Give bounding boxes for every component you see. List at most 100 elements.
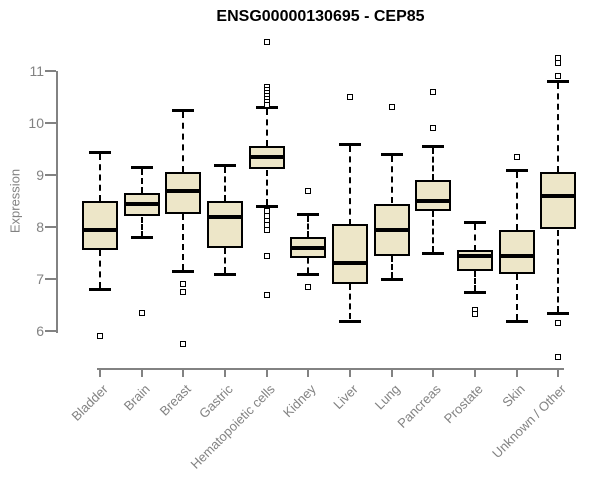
outlier-point bbox=[305, 188, 311, 194]
outlier-point bbox=[430, 125, 436, 131]
lower-whisker bbox=[141, 217, 143, 237]
median-line bbox=[207, 215, 243, 219]
lower-whisker-cap bbox=[89, 288, 111, 291]
iqr-box bbox=[332, 224, 368, 284]
outlier-point bbox=[264, 102, 270, 108]
upper-whisker-cap bbox=[131, 166, 153, 169]
upper-whisker-cap bbox=[339, 143, 361, 146]
outlier-point bbox=[430, 89, 436, 95]
outlier-point bbox=[389, 104, 395, 110]
y-axis-line bbox=[56, 71, 58, 333]
upper-whisker bbox=[266, 109, 268, 146]
median-line bbox=[499, 254, 535, 258]
iqr-box bbox=[82, 201, 118, 250]
upper-whisker-cap bbox=[547, 80, 569, 83]
upper-whisker-cap bbox=[214, 164, 236, 167]
x-tick bbox=[99, 368, 101, 377]
median-line bbox=[332, 261, 368, 265]
lower-whisker bbox=[432, 211, 434, 252]
outlier-point bbox=[472, 311, 478, 317]
outlier-point bbox=[180, 341, 186, 347]
median-line bbox=[415, 199, 451, 203]
outlier-point bbox=[305, 284, 311, 290]
upper-whisker-cap bbox=[172, 109, 194, 112]
median-line bbox=[124, 202, 160, 206]
x-tick bbox=[474, 368, 476, 377]
outlier-point bbox=[555, 73, 561, 79]
outlier-point bbox=[97, 333, 103, 339]
lower-whisker bbox=[474, 271, 476, 291]
median-line bbox=[374, 228, 410, 232]
median-line bbox=[249, 155, 285, 159]
x-tick bbox=[182, 368, 184, 377]
iqr-box bbox=[415, 180, 451, 211]
outlier-point bbox=[555, 354, 561, 360]
y-tick bbox=[45, 174, 56, 176]
x-tick bbox=[516, 368, 518, 377]
outlier-point bbox=[514, 154, 520, 160]
lower-whisker bbox=[307, 258, 309, 273]
outlier-point bbox=[264, 39, 270, 45]
lower-whisker bbox=[516, 274, 518, 320]
iqr-box bbox=[207, 201, 243, 248]
iqr-box bbox=[540, 172, 576, 229]
lower-whisker-cap bbox=[547, 312, 569, 315]
lower-whisker-cap bbox=[339, 320, 361, 323]
upper-whisker bbox=[141, 169, 143, 193]
y-tick-label: 7 bbox=[36, 271, 44, 287]
iqr-box bbox=[499, 230, 535, 274]
lower-whisker bbox=[557, 230, 559, 312]
outlier-point bbox=[555, 320, 561, 326]
lower-whisker-cap bbox=[297, 273, 319, 276]
median-line bbox=[457, 254, 493, 258]
y-tick-label: 6 bbox=[36, 323, 44, 339]
upper-whisker bbox=[474, 224, 476, 251]
lower-whisker bbox=[99, 250, 101, 288]
median-line bbox=[540, 194, 576, 198]
lower-whisker bbox=[182, 214, 184, 270]
lower-whisker-cap bbox=[172, 270, 194, 273]
lower-whisker bbox=[266, 170, 268, 205]
outlier-point bbox=[555, 60, 561, 66]
outlier-point bbox=[347, 94, 353, 100]
median-line bbox=[165, 189, 201, 193]
upper-whisker-cap bbox=[297, 213, 319, 216]
outlier-point bbox=[180, 289, 186, 295]
y-tick bbox=[45, 70, 56, 72]
upper-whisker bbox=[99, 154, 101, 201]
lower-whisker-cap bbox=[381, 278, 403, 281]
x-axis-line bbox=[97, 368, 564, 370]
outlier-point bbox=[180, 281, 186, 287]
y-tick-label: 9 bbox=[36, 167, 44, 183]
upper-whisker bbox=[224, 167, 226, 201]
lower-whisker-cap bbox=[131, 236, 153, 239]
iqr-box bbox=[165, 172, 201, 214]
x-tick bbox=[391, 368, 393, 377]
y-tick-label: 10 bbox=[28, 115, 44, 131]
lower-whisker bbox=[391, 256, 393, 278]
y-tick-label: 11 bbox=[29, 63, 44, 79]
x-tick bbox=[224, 368, 226, 377]
upper-whisker-cap bbox=[89, 151, 111, 154]
lower-whisker-cap bbox=[422, 252, 444, 255]
y-tick bbox=[45, 226, 56, 228]
lower-whisker-cap bbox=[256, 205, 278, 208]
y-tick-label: 8 bbox=[36, 219, 44, 235]
x-tick bbox=[141, 368, 143, 377]
lower-whisker bbox=[349, 284, 351, 319]
lower-whisker-cap bbox=[214, 273, 236, 276]
upper-whisker bbox=[557, 83, 559, 172]
x-tick bbox=[266, 368, 268, 377]
upper-whisker bbox=[182, 112, 184, 172]
upper-whisker bbox=[516, 172, 518, 230]
upper-whisker bbox=[349, 146, 351, 225]
x-tick bbox=[307, 368, 309, 377]
upper-whisker bbox=[391, 156, 393, 203]
outlier-point bbox=[264, 292, 270, 298]
x-tick bbox=[349, 368, 351, 377]
upper-whisker bbox=[432, 148, 434, 180]
upper-whisker-cap bbox=[381, 153, 403, 156]
median-line bbox=[82, 228, 118, 232]
x-tick bbox=[432, 368, 434, 377]
